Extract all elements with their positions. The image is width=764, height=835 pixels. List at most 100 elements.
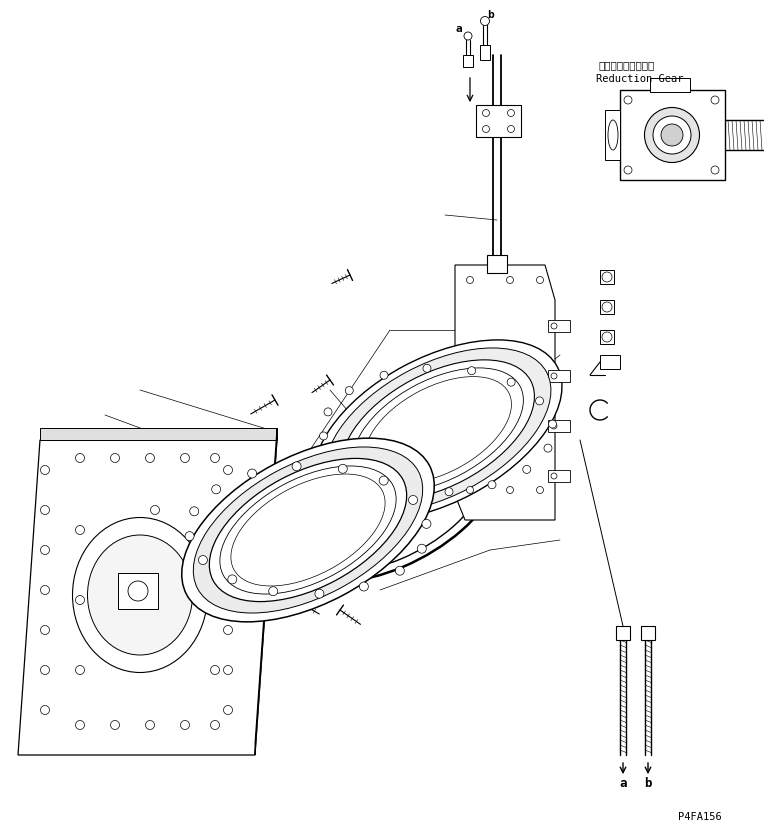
Circle shape bbox=[483, 125, 490, 133]
Circle shape bbox=[483, 109, 490, 117]
Circle shape bbox=[315, 590, 324, 598]
Circle shape bbox=[40, 625, 50, 635]
Circle shape bbox=[361, 473, 369, 482]
Bar bbox=[605, 110, 620, 160]
Circle shape bbox=[422, 519, 431, 529]
Ellipse shape bbox=[474, 367, 536, 423]
Circle shape bbox=[145, 453, 154, 463]
Circle shape bbox=[40, 505, 50, 514]
Ellipse shape bbox=[73, 518, 208, 672]
Circle shape bbox=[76, 665, 85, 675]
Polygon shape bbox=[40, 428, 277, 440]
Circle shape bbox=[40, 465, 50, 474]
Circle shape bbox=[536, 397, 543, 405]
Circle shape bbox=[145, 721, 154, 730]
Bar bbox=[600, 270, 614, 284]
Circle shape bbox=[507, 109, 514, 117]
Bar bbox=[616, 626, 630, 640]
Text: Reduction Gear: Reduction Gear bbox=[596, 74, 684, 84]
Circle shape bbox=[324, 407, 332, 416]
Circle shape bbox=[400, 485, 409, 493]
Circle shape bbox=[248, 469, 257, 478]
Circle shape bbox=[467, 487, 474, 493]
Ellipse shape bbox=[608, 120, 618, 150]
Circle shape bbox=[507, 487, 513, 493]
Circle shape bbox=[488, 481, 496, 488]
Circle shape bbox=[417, 544, 426, 554]
Circle shape bbox=[224, 665, 232, 675]
Circle shape bbox=[380, 372, 388, 379]
Circle shape bbox=[536, 276, 543, 284]
Circle shape bbox=[224, 545, 232, 554]
Ellipse shape bbox=[209, 458, 406, 601]
Circle shape bbox=[224, 465, 232, 474]
Bar bbox=[487, 255, 507, 273]
Circle shape bbox=[379, 476, 388, 485]
Ellipse shape bbox=[653, 116, 691, 154]
Circle shape bbox=[507, 125, 514, 133]
Circle shape bbox=[76, 595, 85, 605]
Circle shape bbox=[224, 706, 232, 715]
Ellipse shape bbox=[364, 377, 511, 483]
Ellipse shape bbox=[314, 340, 562, 520]
Circle shape bbox=[189, 507, 199, 516]
Circle shape bbox=[211, 453, 219, 463]
Circle shape bbox=[711, 166, 719, 174]
Circle shape bbox=[111, 453, 119, 463]
Text: リダクションギヤー: リダクションギヤー bbox=[598, 60, 654, 70]
Ellipse shape bbox=[88, 535, 193, 655]
Circle shape bbox=[180, 453, 189, 463]
Ellipse shape bbox=[220, 466, 397, 594]
Circle shape bbox=[224, 505, 232, 514]
Circle shape bbox=[40, 585, 50, 595]
Circle shape bbox=[180, 721, 189, 730]
Bar bbox=[118, 573, 158, 609]
Circle shape bbox=[445, 488, 453, 496]
Circle shape bbox=[211, 595, 219, 605]
Circle shape bbox=[224, 625, 232, 635]
Circle shape bbox=[212, 485, 221, 493]
Circle shape bbox=[151, 635, 160, 645]
Bar bbox=[641, 626, 655, 640]
Circle shape bbox=[319, 432, 328, 440]
Circle shape bbox=[423, 364, 431, 372]
Circle shape bbox=[40, 545, 50, 554]
Text: b: b bbox=[487, 10, 494, 20]
Ellipse shape bbox=[231, 474, 385, 586]
Circle shape bbox=[544, 444, 552, 452]
Text: a: a bbox=[620, 777, 626, 790]
Bar bbox=[480, 45, 490, 60]
Circle shape bbox=[464, 32, 472, 40]
Bar bbox=[600, 355, 620, 369]
Circle shape bbox=[549, 420, 556, 428]
Circle shape bbox=[76, 453, 85, 463]
Polygon shape bbox=[255, 428, 277, 755]
Circle shape bbox=[409, 495, 418, 504]
Bar bbox=[548, 320, 570, 332]
Circle shape bbox=[481, 17, 490, 26]
Bar bbox=[620, 90, 725, 180]
Circle shape bbox=[624, 166, 632, 174]
Circle shape bbox=[211, 665, 219, 675]
Circle shape bbox=[211, 721, 219, 730]
Circle shape bbox=[292, 462, 301, 471]
Circle shape bbox=[507, 276, 513, 284]
Bar bbox=[548, 420, 570, 432]
Circle shape bbox=[185, 532, 194, 540]
Circle shape bbox=[199, 555, 208, 564]
Circle shape bbox=[468, 367, 476, 375]
Circle shape bbox=[338, 464, 348, 473]
Circle shape bbox=[536, 487, 543, 493]
Circle shape bbox=[211, 525, 219, 534]
Bar bbox=[476, 105, 521, 137]
Polygon shape bbox=[455, 265, 555, 520]
Circle shape bbox=[40, 665, 50, 675]
Text: P4FA156: P4FA156 bbox=[678, 812, 722, 822]
Ellipse shape bbox=[182, 438, 434, 622]
Bar bbox=[600, 330, 614, 344]
Circle shape bbox=[345, 387, 353, 395]
Ellipse shape bbox=[661, 124, 683, 146]
Bar bbox=[463, 55, 473, 67]
Circle shape bbox=[76, 721, 85, 730]
Bar bbox=[650, 78, 690, 92]
